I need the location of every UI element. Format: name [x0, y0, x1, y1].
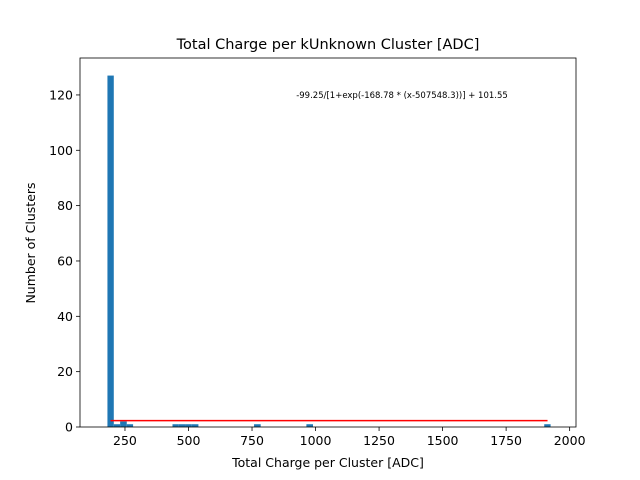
y-tick-label: 60 [57, 253, 73, 268]
chart-title: Total Charge per kUnknown Cluster [ADC] [176, 37, 480, 53]
y-tick-label: 100 [49, 143, 73, 158]
y-tick-label: 120 [49, 87, 73, 102]
histogram-bar [172, 424, 179, 427]
y-tick-label: 80 [57, 198, 73, 213]
histogram-bar [185, 424, 192, 427]
histogram-bar [178, 424, 186, 427]
plot-area: 250 500 750 1000 1250 1500 1750 2000 0 20 40 60 80 10… [49, 57, 586, 448]
x-axis-label: Total Charge per Cluster [ADC] [231, 455, 424, 470]
histogram-bar [107, 75, 114, 427]
fit-annotation: -99.25/[1+exp(-168.78 * (x-507548.3))] +… [296, 91, 508, 101]
x-tick-label: 1750 [490, 433, 522, 448]
x-tick-label: 2000 [554, 433, 586, 448]
x-tick-label: 250 [113, 433, 137, 448]
x-tick-label: 750 [240, 433, 264, 448]
histogram-bar [126, 424, 134, 427]
y-axis-label: Number of Clusters [23, 182, 38, 303]
plot-frame [79, 57, 577, 428]
x-tick-label: 1000 [300, 433, 332, 448]
histogram-bar [113, 424, 121, 427]
x-tick-label: 500 [177, 433, 201, 448]
histogram-bar [544, 424, 551, 427]
y-tick-label: 40 [57, 309, 73, 324]
y-tick-label: 0 [65, 420, 73, 435]
histogram-bar [191, 424, 199, 427]
histogram-bar [120, 421, 127, 427]
y-tick-label: 20 [57, 364, 73, 379]
x-tick-label: 1500 [427, 433, 459, 448]
x-tick-label: 1250 [363, 433, 395, 448]
histogram-bar [254, 424, 261, 427]
histogram-bar [306, 424, 314, 427]
